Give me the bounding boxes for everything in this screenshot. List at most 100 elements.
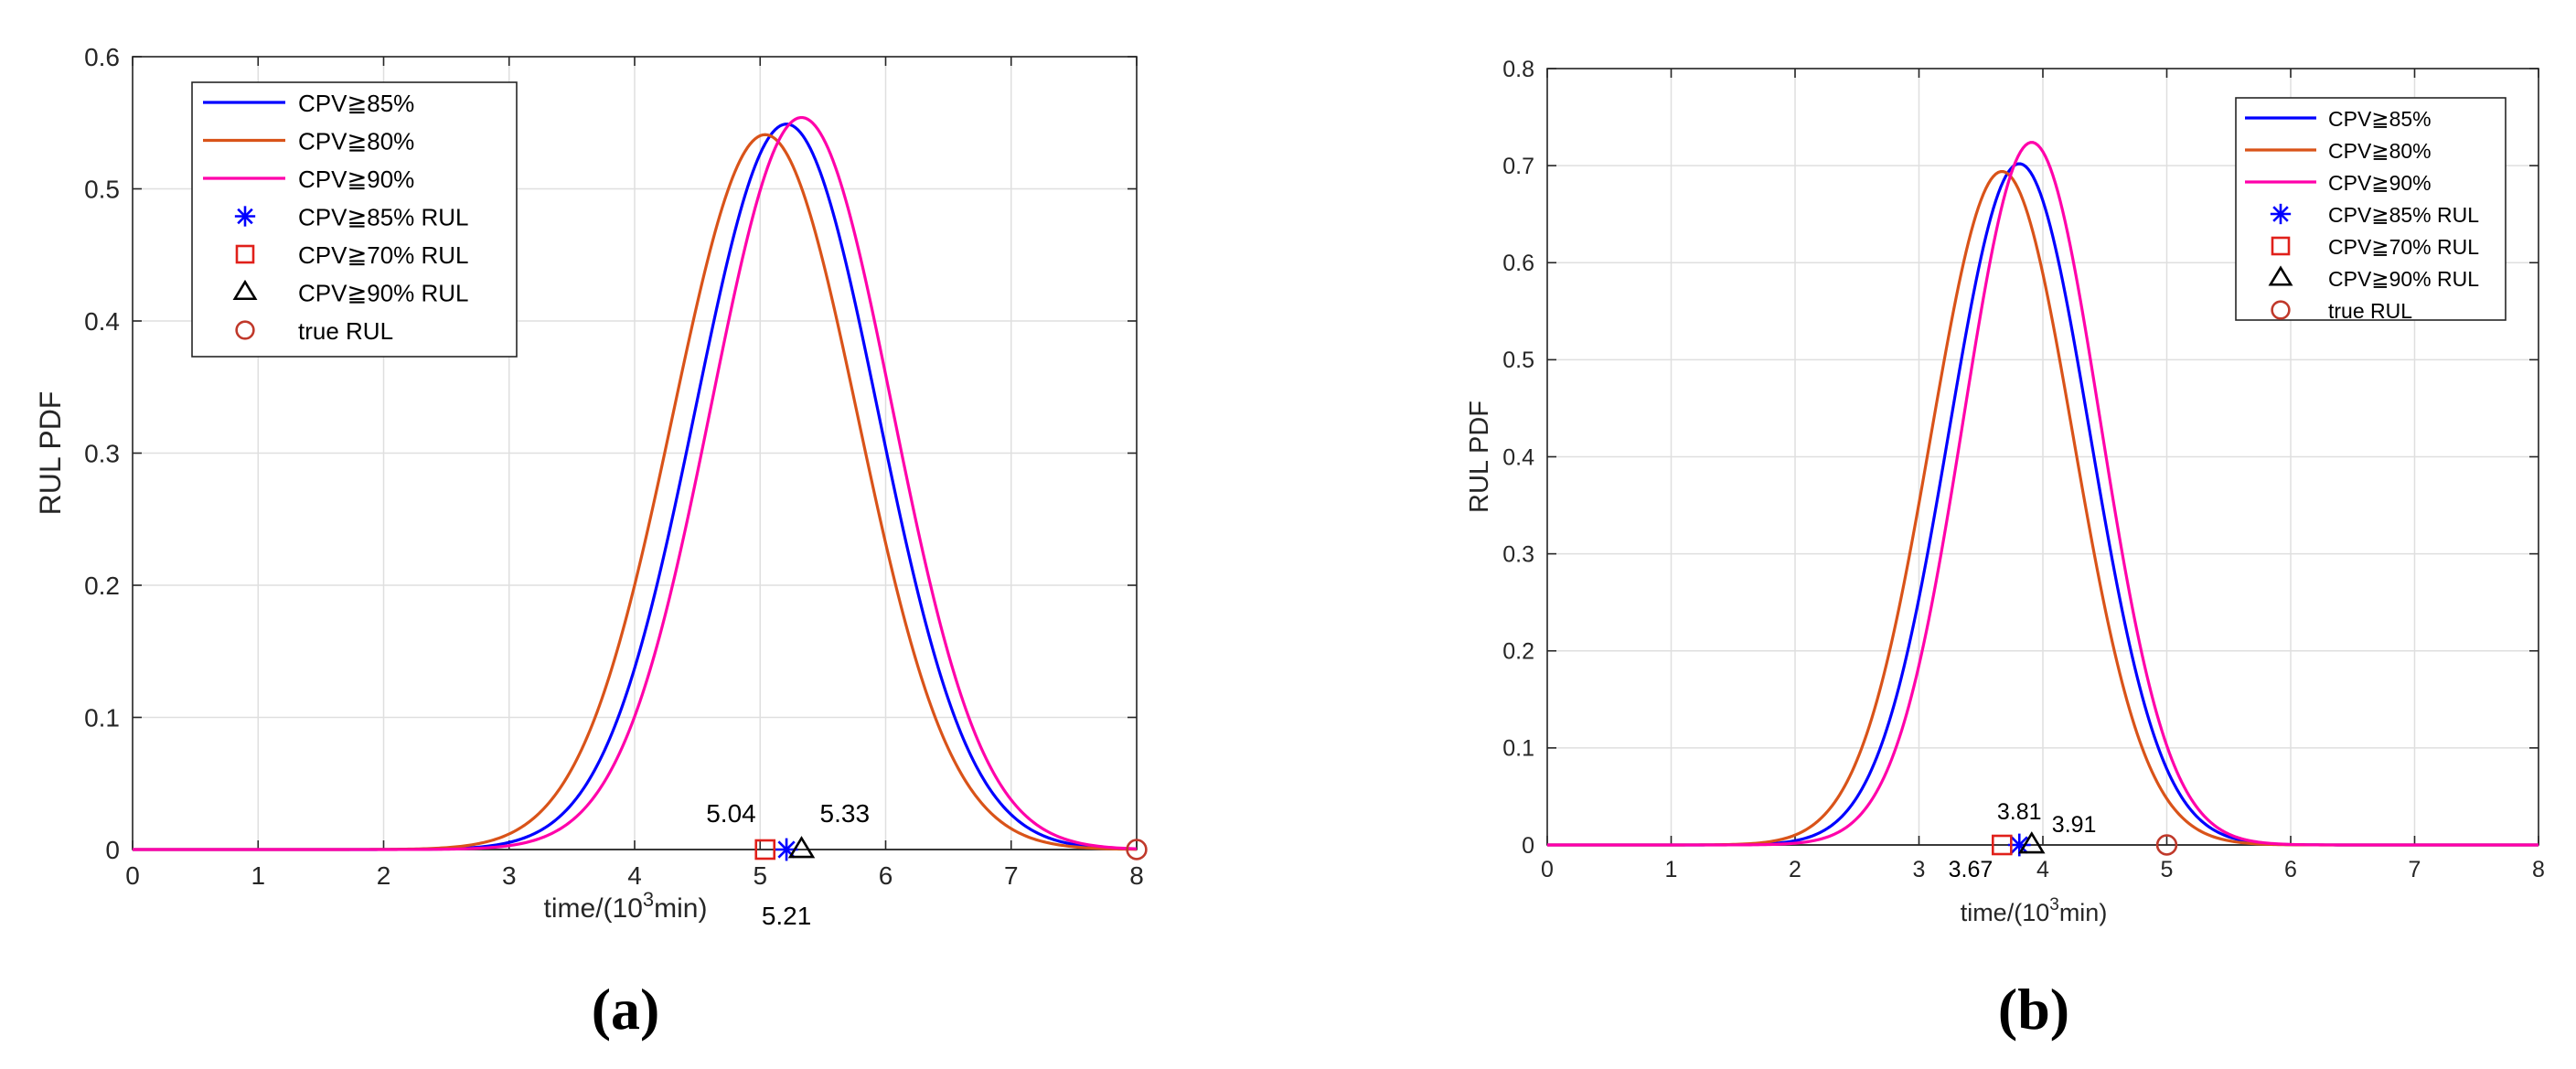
x-axis-label-post: min)	[2059, 899, 2108, 926]
x-tick-label: 2	[377, 861, 391, 890]
legend-marker-asterisk-stroke	[2272, 206, 2289, 222]
legend-entry-label: CPV≧90%	[298, 166, 414, 193]
y-tick-label: 0.5	[1502, 347, 1534, 373]
rul-marker-asterisk-shape-stroke	[777, 840, 796, 859]
x-axis-label-sup: 3	[2049, 895, 2059, 914]
rul-marker-square-shape	[754, 839, 776, 861]
legend-marker-swatch-square	[235, 244, 255, 264]
legend-marker-swatch-square	[2271, 236, 2291, 256]
value-annotation: 5.04	[706, 799, 756, 828]
legend-marker-swatch-triangle	[232, 279, 258, 301]
rul-marker-asterisk-shape-stroke	[2010, 836, 2028, 854]
x-tick-label: 5	[753, 861, 767, 890]
series-line-2	[133, 115, 1138, 851]
y-tick-label: 0.5	[84, 175, 120, 203]
x-axis-label: time/(103min)	[1961, 895, 2108, 926]
x-tick-label: 3	[502, 861, 517, 890]
legend-marker-swatch-asterisk	[234, 206, 256, 227]
y-tick-label: 0.6	[84, 43, 120, 71]
x-tick-label: 3	[1913, 857, 1926, 882]
x-tick-label: 7	[1004, 861, 1019, 890]
rul-marker-circle	[2155, 834, 2178, 856]
y-tick-label: 0	[105, 836, 120, 864]
legend-marker-swatch-circle	[235, 320, 255, 340]
y-tick-label: 0.7	[1502, 154, 1534, 179]
rul-marker-circle	[1126, 839, 1148, 861]
legend-marker-circle	[235, 320, 255, 340]
x-axis-label-sup: 3	[643, 888, 654, 911]
x-axis-label: time/(103min)	[544, 888, 708, 924]
x-tick-label: 8	[1129, 861, 1144, 890]
legend-entry-label: true RUL	[2328, 299, 2412, 323]
legend-marker-triangle	[2268, 265, 2293, 286]
rul-marker-triangle	[2018, 831, 2046, 854]
x-axis-label-pre: time/(10	[1961, 899, 2050, 926]
legend-entry-label: CPV≧85% RUL	[2328, 203, 2479, 227]
rul-marker-circle-shape	[2155, 834, 2178, 856]
y-tick-label: 0.8	[1502, 57, 1534, 82]
x-tick-label: 5	[2161, 857, 2174, 882]
value-annotation: 5.21	[762, 902, 812, 930]
x-tick-label: 7	[2409, 857, 2421, 882]
y-tick-label: 0.3	[84, 439, 120, 467]
legend-marker-square	[2271, 236, 2291, 256]
x-axis-label-pre: time/(10	[544, 893, 643, 924]
series-line-2	[1547, 141, 2539, 847]
x-tick-label: 4	[627, 861, 642, 890]
legend-entry-label: CPV≧80%	[298, 128, 414, 155]
rul-marker-square-shape	[1991, 834, 2013, 856]
rul-marker-triangle	[787, 836, 816, 859]
y-tick-label: 0.2	[84, 572, 120, 600]
rul-marker-square	[754, 839, 776, 861]
legend-entry-label: CPV≧85%	[298, 90, 414, 117]
legend-entry-label: CPV≧70% RUL	[2328, 235, 2479, 259]
legend-marker-swatch-circle	[2271, 300, 2291, 320]
legend-marker-swatch-asterisk	[2270, 203, 2292, 225]
x-tick-label: 0	[125, 861, 140, 890]
x-tick-label: 4	[2036, 857, 2049, 882]
y-tick-label: 0.1	[1502, 736, 1534, 762]
rul-marker-circle-shape	[1126, 839, 1148, 861]
legend-marker-asterisk-stroke	[237, 208, 253, 225]
y-tick-label: 0.1	[84, 703, 120, 732]
x-tick-label: 6	[879, 861, 893, 890]
legend: CPV≧85% CPV≧80% CPV≧90% CPV≧85% RUL CPV≧70% …	[191, 81, 518, 358]
legend-entry-label: CPV≧90%	[2328, 171, 2432, 195]
rul-marker-square	[1991, 834, 2013, 856]
legend-marker-swatch-triangle	[2268, 265, 2293, 286]
x-tick-label: 8	[2532, 857, 2545, 882]
legend-entry-label: true RUL	[298, 317, 393, 345]
legend-marker-circle	[2271, 300, 2291, 320]
x-tick-label: 6	[2284, 857, 2297, 882]
y-tick-label: 0.4	[84, 307, 120, 336]
x-tick-label: 2	[1789, 857, 1801, 882]
panel-label: (a)	[592, 977, 660, 1042]
legend-entry-label: CPV≧80%	[2328, 139, 2432, 163]
y-tick-label: 0	[1522, 833, 1534, 859]
x-axis-label-post: min)	[654, 893, 707, 924]
value-annotation: 3.67	[1949, 857, 1993, 882]
x-tick-label: 1	[1665, 857, 1678, 882]
chart-panel-b: 0 1 2 3 4 5 6 7 800.10.20.30.40.50.60.70.83.81 3.…	[1465, 57, 2545, 1042]
legend-entry-label: CPV≧70% RUL	[298, 241, 469, 269]
legend-marker-triangle	[232, 279, 258, 301]
y-axis-label: RUL PDF	[1465, 401, 1494, 513]
y-tick-label: 0.2	[1502, 639, 1534, 665]
rul-marker-triangle-shape	[787, 836, 816, 859]
y-tick-label: 0.6	[1502, 251, 1534, 276]
value-annotation: 3.81	[1997, 799, 2042, 825]
legend: CPV≧85% CPV≧80% CPV≧90% CPV≧85% RUL CPV≧70% …	[2235, 97, 2507, 323]
panel-label: (b)	[1998, 977, 2069, 1042]
legend-entry-label: CPV≧85%	[2328, 107, 2432, 131]
y-tick-label: 0.3	[1502, 541, 1534, 567]
legend-entry-label: CPV≧90% RUL	[298, 280, 469, 307]
value-annotation: 5.33	[820, 799, 871, 828]
x-tick-label: 1	[251, 861, 265, 890]
x-tick-label: 0	[1541, 857, 1554, 882]
value-annotation: 3.91	[2052, 812, 2097, 838]
y-tick-label: 0.4	[1502, 444, 1534, 470]
rul-marker-triangle-shape	[2018, 831, 2046, 854]
chart-panel-a: 0 1 2 3 4 5 6 7 800.10.20.30.40.50.65.04 5.335.21…	[34, 43, 1148, 1042]
y-axis-label: RUL PDF	[34, 391, 67, 516]
